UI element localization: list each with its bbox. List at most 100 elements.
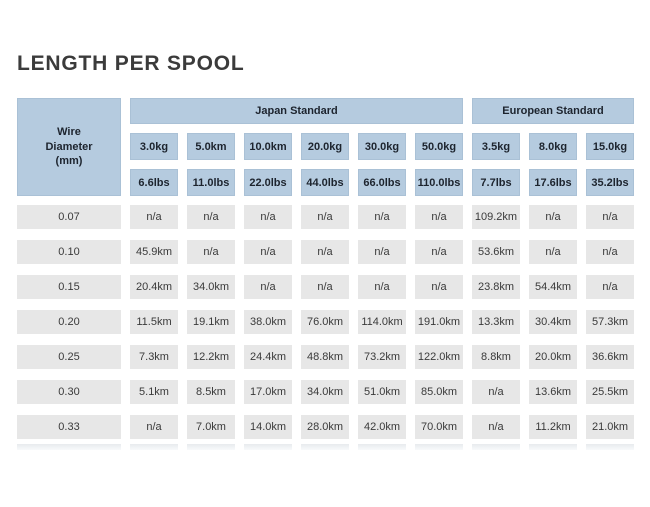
row-diameter-cell: 0.20 xyxy=(17,310,121,334)
faded-cell xyxy=(17,444,121,450)
value-cell: 11.2km xyxy=(529,415,577,439)
value-cell: 23.8km xyxy=(472,275,520,299)
weight-header-cell: 110.0lbs xyxy=(415,169,463,196)
value-cell: 8.5km xyxy=(187,380,235,404)
value-cell: 21.0km xyxy=(586,415,634,439)
value-cell: 54.4km xyxy=(529,275,577,299)
value-cell: 14.0km xyxy=(244,415,292,439)
value-cell: 20.4km xyxy=(130,275,178,299)
value-cell: 7.0km xyxy=(187,415,235,439)
value-cell: 42.0km xyxy=(358,415,406,439)
wire-diameter-line-2: Diameter xyxy=(45,140,93,153)
weight-header-cell: 17.6lbs xyxy=(529,169,577,196)
value-cell: 70.0km xyxy=(415,415,463,439)
faded-cell xyxy=(358,444,406,450)
wire-diameter-header: Wire Diameter (mm) xyxy=(17,98,121,196)
value-cell: 191.0km xyxy=(415,310,463,334)
faded-cell xyxy=(187,444,235,450)
weight-header-cell: 22.0lbs xyxy=(244,169,292,196)
weight-header-cell: 5.0km xyxy=(187,133,235,160)
value-cell: n/a xyxy=(187,205,235,229)
value-cell: n/a xyxy=(358,275,406,299)
weight-header-cell: 6.6lbs xyxy=(130,169,178,196)
value-cell: n/a xyxy=(301,240,349,264)
faded-cell xyxy=(415,444,463,450)
value-cell: n/a xyxy=(358,205,406,229)
value-cell: n/a xyxy=(187,240,235,264)
value-cell: 8.8km xyxy=(472,345,520,369)
value-cell: 19.1km xyxy=(187,310,235,334)
value-cell: n/a xyxy=(415,240,463,264)
faded-cell xyxy=(301,444,349,450)
value-cell: 20.0km xyxy=(529,345,577,369)
value-cell: n/a xyxy=(130,415,178,439)
row-diameter-cell: 0.25 xyxy=(17,345,121,369)
value-cell: n/a xyxy=(529,240,577,264)
value-cell: 34.0km xyxy=(301,380,349,404)
value-cell: 38.0km xyxy=(244,310,292,334)
value-cell: 28.0km xyxy=(301,415,349,439)
page-title: LENGTH PER SPOOL xyxy=(17,52,245,75)
weight-header-cell: 30.0kg xyxy=(358,133,406,160)
faded-row xyxy=(17,444,634,450)
value-cell: 76.0km xyxy=(301,310,349,334)
value-cell: n/a xyxy=(301,205,349,229)
row-diameter-cell: 0.15 xyxy=(17,275,121,299)
faded-cell xyxy=(586,444,634,450)
spool-table: Wire Diameter (mm) Japan Standard Europe… xyxy=(17,98,634,450)
row-diameter-cell: 0.07 xyxy=(17,205,121,229)
value-cell: n/a xyxy=(415,275,463,299)
weight-header-cell: 20.0kg xyxy=(301,133,349,160)
value-cell: n/a xyxy=(415,205,463,229)
value-cell: 122.0km xyxy=(415,345,463,369)
faded-cell xyxy=(529,444,577,450)
wire-diameter-line-1: Wire xyxy=(57,125,81,138)
weight-header-cell: 50.0kg xyxy=(415,133,463,160)
value-cell: 73.2km xyxy=(358,345,406,369)
weight-header-cell: 3.5kg xyxy=(472,133,520,160)
value-cell: 30.4km xyxy=(529,310,577,334)
value-cell: 25.5km xyxy=(586,380,634,404)
value-cell: 11.5km xyxy=(130,310,178,334)
weight-header-cell: 35.2lbs xyxy=(586,169,634,196)
row-diameter-cell: 0.33 xyxy=(17,415,121,439)
value-cell: 48.8km xyxy=(301,345,349,369)
value-cell: 53.6km xyxy=(472,240,520,264)
wire-diameter-line-3: (mm) xyxy=(55,155,83,168)
weight-header-cell: 3.0kg xyxy=(130,133,178,160)
value-cell: n/a xyxy=(586,275,634,299)
value-cell: n/a xyxy=(472,415,520,439)
value-cell: n/a xyxy=(244,205,292,229)
value-cell: 13.3km xyxy=(472,310,520,334)
value-cell: 7.3km xyxy=(130,345,178,369)
header-grid: Wire Diameter (mm) Japan Standard Europe… xyxy=(17,98,634,196)
value-cell: n/a xyxy=(472,380,520,404)
european-standard-band: European Standard xyxy=(472,98,634,124)
value-cell: 12.2km xyxy=(187,345,235,369)
weight-header-cell: 8.0kg xyxy=(529,133,577,160)
value-cell: 114.0km xyxy=(358,310,406,334)
value-cell: n/a xyxy=(130,205,178,229)
weight-header-cell: 66.0lbs xyxy=(358,169,406,196)
value-cell: 17.0km xyxy=(244,380,292,404)
value-cell: 36.6km xyxy=(586,345,634,369)
value-cell: 34.0km xyxy=(187,275,235,299)
value-cell: n/a xyxy=(358,240,406,264)
value-cell: n/a xyxy=(586,240,634,264)
faded-cell xyxy=(130,444,178,450)
value-cell: 85.0km xyxy=(415,380,463,404)
value-cell: n/a xyxy=(244,240,292,264)
value-cell: 45.9km xyxy=(130,240,178,264)
value-cell: 24.4km xyxy=(244,345,292,369)
value-cell: 13.6km xyxy=(529,380,577,404)
value-cell: n/a xyxy=(586,205,634,229)
weight-header-cell: 11.0lbs xyxy=(187,169,235,196)
weight-header-cell: 44.0lbs xyxy=(301,169,349,196)
value-cell: n/a xyxy=(301,275,349,299)
body-grid: 0.07 n/a n/a n/a n/a n/a n/a 109.2km n/a n/a 0.10 4… xyxy=(17,205,634,439)
value-cell: 57.3km xyxy=(586,310,634,334)
value-cell: 109.2km xyxy=(472,205,520,229)
row-diameter-cell: 0.10 xyxy=(17,240,121,264)
faded-cell xyxy=(244,444,292,450)
